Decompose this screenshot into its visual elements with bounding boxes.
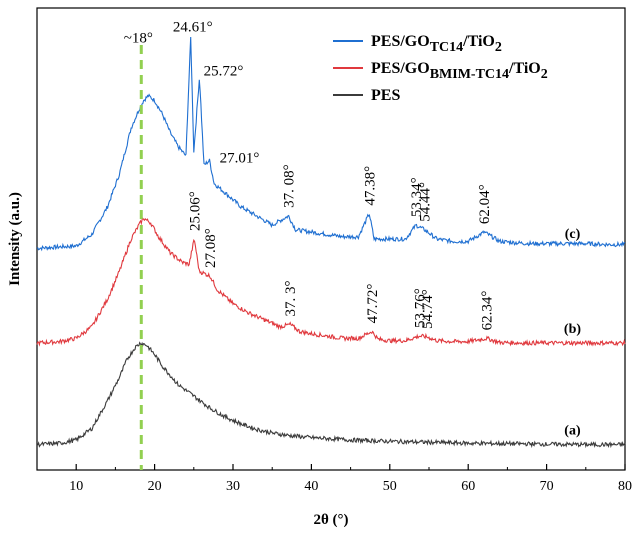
x-tick-label: 40 [304,479,318,494]
peak-label: 62.34° [480,291,496,331]
peak-annotations: 24.61°25.72°27.01°37. 08° 47.38° 53.34°54.… [173,20,496,331]
series-line-3 [36,341,626,449]
x-axis-title: 2θ (°) [313,512,348,528]
plot-frame [36,7,626,471]
legend-entry: PES/GOTC14/TiO2 [371,33,502,55]
curve-label-1: (c) [565,227,581,242]
peak-label: 27.08° [203,228,219,268]
peak-label: 53.76° [412,288,428,328]
peak-label: 37. 3° [283,280,299,316]
y-axis-title: Intensity (a.u.) [7,192,23,286]
x-tick-label: 50 [383,479,397,494]
legend: PES/GOTC14/TiO2 PES/GOBMIM-TC14/TiO2 PES [333,33,548,104]
x-tick-label: 70 [540,479,554,494]
curve-label-3: (a) [564,424,581,439]
peak-label: 54.44° [418,182,434,222]
legend-entry: PES [371,87,400,104]
series-line-1 [36,36,626,252]
peak-label: 54.74° [420,289,436,329]
peak-label: 37. 08° [282,164,298,208]
peak-label: 62.04° [477,184,493,224]
peak-label: 24.61° [173,20,213,36]
reference-line-label: ~18° [124,31,153,47]
peak-label: 25.72° [204,63,244,79]
series-line-2 [36,217,626,347]
plot-area: (c) (b) (a) ~18° [36,7,626,471]
peak-label: 47.72° [365,284,381,324]
x-tick-label: 30 [226,479,240,494]
x-tick-label: 20 [148,479,162,494]
x-tick-label: 60 [461,479,475,494]
x-tick-label: 80 [618,479,632,494]
peak-label: 53.34° [409,177,425,217]
x-axis-ticks: 10 20 30 40 50 60 70 80 [36,464,632,494]
peak-label: 25.06° [187,191,203,231]
peak-label: 47.38° [362,166,378,206]
legend-entry: PES/GOBMIM-TC14/TiO2 [371,60,548,82]
peak-label: 27.01° [220,150,260,166]
curve-label-2: (b) [564,322,581,337]
x-tick-label: 10 [69,479,83,494]
